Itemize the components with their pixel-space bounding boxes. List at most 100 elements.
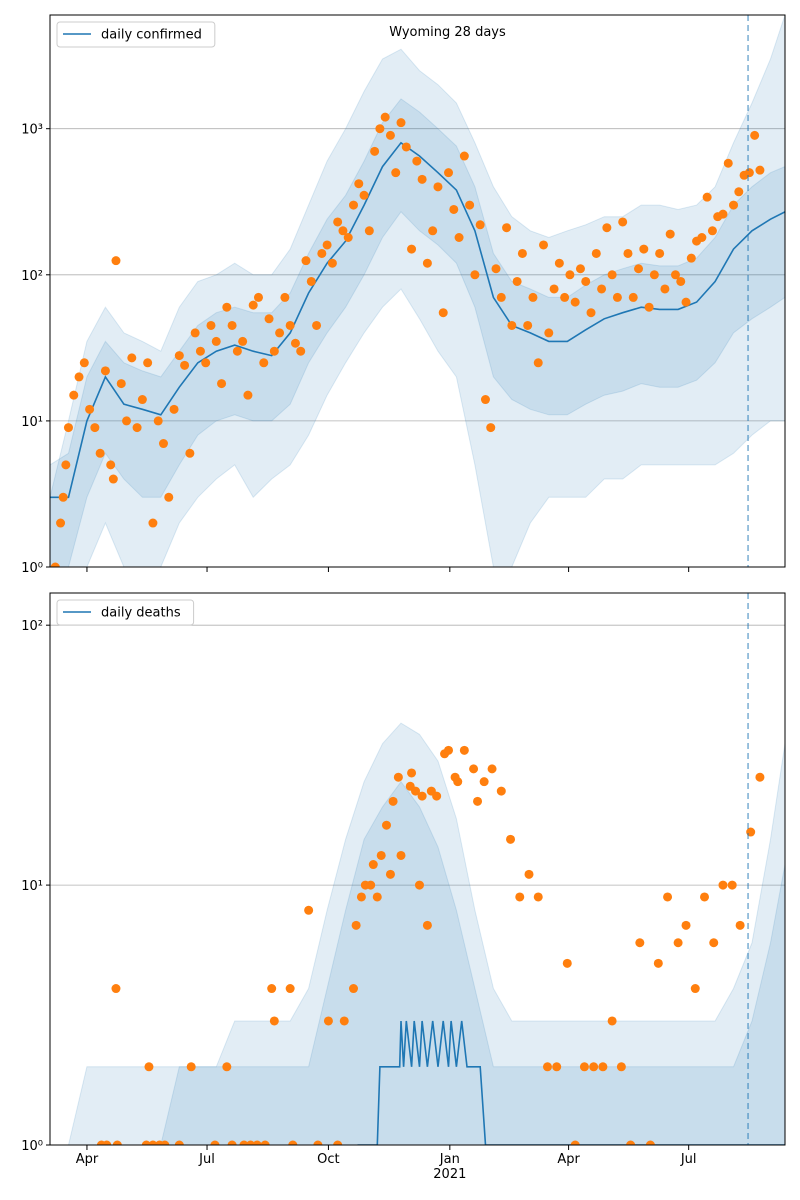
scatter-point: [267, 984, 277, 994]
scatter-point: [607, 270, 617, 280]
scatter-point: [626, 1140, 636, 1145]
scatter-point: [275, 328, 285, 338]
scatter-point: [186, 1062, 196, 1072]
scatter-point: [137, 395, 147, 405]
scatter-point: [227, 320, 237, 330]
scatter-point: [264, 314, 274, 324]
scatter-point: [653, 958, 663, 968]
scatter-point: [411, 786, 421, 796]
plot-area: [50, 624, 785, 1145]
scatter-point: [623, 248, 633, 258]
series-line: [357, 1020, 785, 1145]
scatter-point: [385, 130, 395, 140]
scatter-point: [317, 248, 327, 258]
scatter-point: [690, 984, 700, 994]
scatter-point: [634, 264, 644, 274]
scatter-point: [50, 562, 60, 567]
scatter-point: [755, 772, 765, 782]
scatter-point: [232, 346, 242, 356]
scatter-point: [702, 192, 712, 202]
legend-box: [56, 599, 195, 626]
scatter-point: [542, 1062, 552, 1072]
scatter-point: [201, 358, 211, 368]
scatter-point: [607, 1016, 617, 1026]
plot-frame: [49, 592, 786, 1146]
scatter-point: [376, 850, 386, 860]
scatter-point: [144, 1062, 154, 1072]
scatter-point: [90, 423, 100, 433]
scatter-point: [158, 439, 168, 449]
scatter-point: [111, 984, 121, 994]
scatter-point: [718, 209, 728, 219]
scatter-point: [454, 232, 464, 242]
y-tick-label: 10³: [21, 123, 43, 138]
scatter-point: [407, 244, 417, 254]
scatter-point: [428, 226, 438, 236]
scatter-point: [598, 1062, 608, 1072]
x-tick-label: Jul: [680, 1152, 697, 1167]
scatter-point: [190, 328, 200, 338]
scatter-point: [313, 1140, 323, 1145]
scatter-point: [312, 320, 322, 330]
scatter-point: [449, 204, 459, 214]
scatter-point: [396, 850, 406, 860]
x-tick-label: Jan 2021: [433, 1152, 466, 1182]
scatter-point: [338, 226, 348, 236]
scatter-point: [174, 351, 184, 361]
scatter-point: [95, 448, 105, 458]
scatter-point: [304, 905, 314, 915]
scatter-point: [700, 892, 710, 902]
scatter-point: [333, 1140, 343, 1145]
scatter-point: [459, 151, 469, 161]
scatter-point: [591, 248, 601, 258]
scatter-point: [61, 460, 71, 470]
scatter-point: [645, 1140, 655, 1145]
scatter-point: [375, 124, 385, 134]
scatter-point: [744, 168, 754, 178]
scatter-point: [663, 892, 673, 902]
scatter-point: [544, 328, 554, 338]
scatter-point: [252, 1140, 262, 1145]
scatter-point: [506, 834, 516, 844]
scatter-point: [628, 292, 638, 302]
scatter-point: [108, 474, 118, 484]
y-tick-label: 10¹: [21, 415, 43, 430]
scatter-point: [269, 1016, 279, 1026]
scatter-point: [612, 292, 622, 302]
scatter-point: [206, 320, 216, 330]
scatter-point: [502, 223, 512, 233]
scatter-point: [673, 938, 683, 948]
scatter-point: [718, 880, 728, 890]
scatter-point: [127, 353, 137, 363]
scatter-point: [372, 892, 382, 902]
scatter-point: [433, 182, 443, 192]
scatter-point: [63, 423, 73, 433]
legend: daily deaths: [56, 599, 195, 626]
scatter-point: [148, 518, 158, 528]
scatter-point: [697, 232, 707, 242]
legend-label: daily confirmed: [101, 28, 202, 43]
y-tick-label: 10²: [21, 619, 43, 634]
scatter-point: [475, 220, 485, 230]
x-tick-label: Apr: [76, 1152, 99, 1167]
scatter-point: [512, 276, 522, 286]
series-line: [50, 141, 785, 499]
scatter-point: [586, 308, 596, 318]
scatter-point: [327, 258, 337, 268]
scatter-point: [132, 423, 142, 433]
scatter-point: [269, 346, 279, 356]
scatter-point: [180, 360, 190, 370]
scatter-point: [217, 379, 227, 389]
scatter-point: [649, 270, 659, 280]
scatter-point: [56, 518, 66, 528]
scatter-point: [211, 336, 221, 346]
scatter-point: [602, 223, 612, 233]
scatter-point: [407, 768, 417, 778]
scatter-point: [496, 292, 506, 302]
scatter-point: [349, 200, 359, 210]
scatter-point: [453, 777, 463, 787]
scatter-point: [227, 1140, 237, 1145]
scatter-point: [385, 869, 395, 879]
scatter-point: [681, 920, 691, 930]
scatter-point: [116, 379, 126, 389]
